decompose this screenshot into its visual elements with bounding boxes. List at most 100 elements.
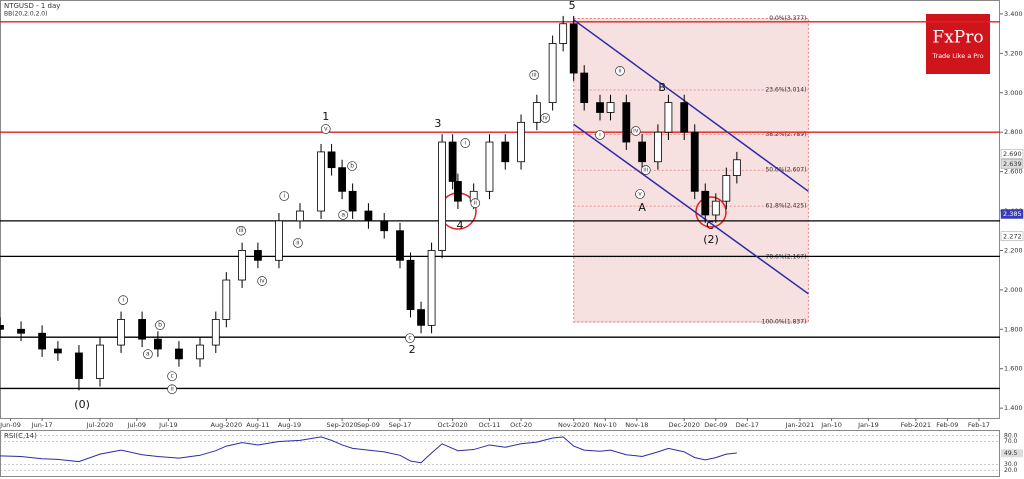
y-tick-label: 1.800 (1004, 325, 1023, 333)
wave-label: 2 (409, 343, 416, 356)
candle-body (548, 43, 557, 104)
fib-label: 61.8%(2.425) (765, 203, 806, 210)
wave-label: (0) (74, 398, 90, 411)
rsi-tick-label: 20.0 (1004, 467, 1018, 474)
wave-label: (2) (703, 233, 719, 246)
wave-sublabel: ii (474, 200, 478, 207)
candle-body (580, 72, 589, 104)
fib-label: 0.0%(3.377) (769, 15, 806, 22)
wave-sublabel: iv (543, 114, 549, 121)
x-tick-label: Feb-17 (968, 421, 990, 429)
wave-circle (540, 113, 551, 123)
wave-circle (167, 384, 177, 395)
wave-sublabel: iii (532, 72, 537, 79)
wave-circle (347, 161, 357, 171)
candle-body (117, 319, 125, 346)
candle-body (680, 102, 689, 133)
wave-sublabel: b (350, 163, 354, 170)
candle-body (327, 151, 336, 169)
candle-body (364, 210, 373, 222)
candle-body (296, 210, 304, 222)
candle-body (96, 344, 104, 379)
x-tick-label: Sep-09 (357, 421, 380, 429)
wave-circle (279, 191, 290, 201)
x-tick-label: Oct-20 (510, 421, 532, 429)
rsi-tag (1001, 449, 1023, 458)
chart-title: NTGUSD - 1 day (4, 2, 60, 10)
wave-circle (635, 189, 645, 199)
chart-subtitle: BB(20,2.0,2.0) (4, 11, 47, 18)
logo: FxPro Trade Like a Pro (926, 14, 990, 74)
wave-circle (470, 198, 481, 208)
wave-circle (615, 66, 625, 76)
wave-circle (595, 130, 605, 140)
x-tick-label: Feb-09 (936, 421, 958, 429)
x-tick-label: Oct-11 (479, 421, 501, 429)
candle-body (222, 279, 231, 320)
x-tick-label: Aug-19 (278, 421, 301, 429)
price-tag-label: 2.385 (1003, 210, 1022, 218)
wave-sublabel: a (341, 211, 345, 218)
wave-sublabel: iii (239, 227, 244, 234)
candle-body (438, 141, 447, 251)
wave-sublabel: v (638, 191, 642, 198)
wave-label: B (658, 81, 666, 94)
wave-sublabel: b (158, 322, 162, 329)
wave-sublabel: iii (643, 167, 648, 174)
fib-label: 100.0%(1.837) (762, 319, 807, 326)
price-tag (1000, 209, 1024, 219)
candle-body (338, 167, 347, 192)
logo-tagline: Trade Like a Pro (931, 52, 983, 60)
wave-sublabel: i (464, 140, 466, 147)
candle-body (453, 181, 462, 202)
wave-sublabel: i (599, 131, 601, 138)
candle-body (0, 324, 4, 330)
candle-body (238, 250, 247, 281)
price-tag-label: 2.639 (1003, 160, 1022, 168)
y-tick-label: 1.400 (1004, 404, 1023, 412)
wave-sublabel: ii (296, 239, 300, 246)
y-tick-label: 3.200 (1004, 49, 1023, 57)
candle-body (17, 328, 25, 334)
rsi-tick-label: 30.0 (1004, 461, 1018, 468)
x-tick-label: Nov-2020 (558, 421, 589, 429)
x-tick-label: Jan-10 (820, 421, 842, 429)
y-tick-label: 3.400 (1004, 10, 1023, 18)
wave-label: A (638, 201, 646, 214)
wave-sublabel: i (122, 297, 124, 304)
y-tick-label: 2.000 (1004, 286, 1023, 294)
wave-sublabel: c (408, 335, 411, 342)
wave-sublabel: ii (618, 67, 622, 74)
x-tick-label: Oct-2020 (438, 421, 468, 429)
rsi-line (0, 436, 737, 464)
candle-body (406, 259, 415, 310)
x-tick-label: Jul-2020 (86, 421, 114, 429)
candle-body (427, 250, 436, 326)
fib-label: 23.6%(3.014) (765, 87, 806, 94)
candle-body (448, 141, 457, 182)
candle-body (606, 102, 615, 113)
wave-label: 1 (322, 110, 329, 123)
logo-name: FxPro (932, 28, 983, 48)
wave-circle (236, 225, 246, 236)
wave-sublabel: v (324, 126, 328, 133)
wave-circle (167, 371, 177, 382)
wave-circle (529, 70, 540, 80)
x-tick-label: Jan-2021 (785, 421, 815, 429)
candle-body (559, 23, 568, 44)
candle-body (138, 319, 147, 340)
price-tag (1000, 159, 1024, 169)
candle-body (732, 159, 741, 176)
price-tag-label: 2.272 (1003, 232, 1022, 240)
wave-circle (640, 165, 651, 175)
x-tick-label: Aug-11 (246, 421, 269, 429)
candle-body (690, 131, 699, 192)
wave-label: 5 (569, 0, 576, 12)
x-tick-label: Nov-18 (625, 421, 648, 429)
candle-body (38, 332, 47, 350)
x-tick-label: Jun-09 (0, 421, 21, 429)
wave-circle (155, 320, 165, 331)
candle-body (380, 220, 389, 232)
